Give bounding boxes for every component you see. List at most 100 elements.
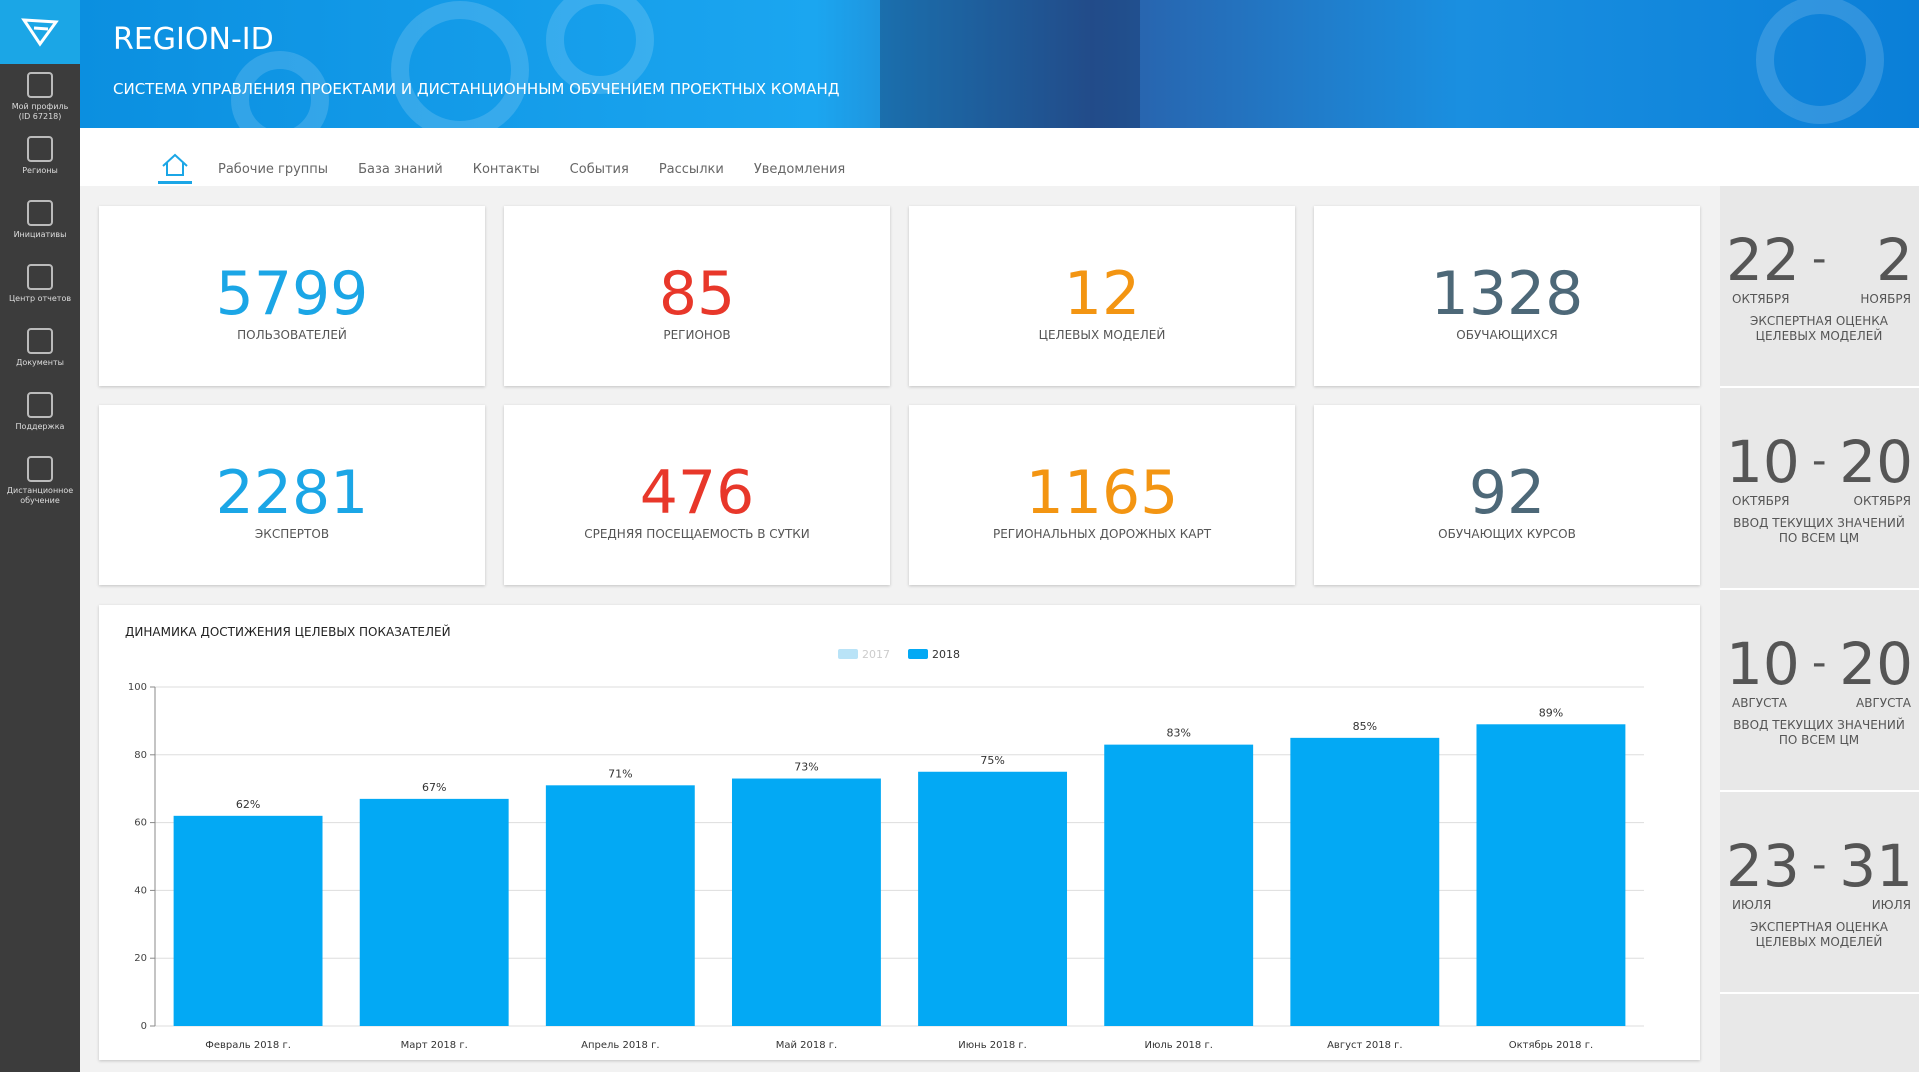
header-decor	[231, 0, 1884, 128]
data-label: 75%	[980, 754, 1004, 767]
brand: REGION-ID	[113, 22, 274, 57]
date-dash: -	[1812, 236, 1827, 282]
chart-title: ДИНАМИКА ДОСТИЖЕНИЯ ЦЕЛЕВЫХ ПОКАЗАТЕЛЕЙ	[125, 624, 451, 639]
data-label: 62%	[236, 798, 260, 811]
month-from: ОКТЯБРЯ	[1732, 292, 1790, 306]
data-label: 67%	[422, 781, 446, 794]
nav-link[interactable]: Рабочие группы	[218, 162, 329, 177]
stat-label: РЕГИОНОВ	[663, 328, 731, 342]
date-dash: -	[1812, 842, 1827, 888]
chart-panel: ДИНАМИКА ДОСТИЖЕНИЯ ЦЕЛЕВЫХ ПОКАЗАТЕЛЕЙ 2…	[99, 605, 1700, 1060]
bar	[918, 771, 1068, 1026]
sidebar-item[interactable]: Мой профиль (ID 67218)	[0, 72, 80, 122]
data-label: 73%	[794, 761, 818, 774]
nav-link[interactable]: Уведомления	[753, 162, 846, 177]
stat-label: РЕГИОНАЛЬНЫХ ДОРОЖНЫХ КАРТ	[992, 527, 1212, 541]
stat-label: СРЕДНЯЯ ПОСЕЩАЕМОСТЬ В СУТКИ	[584, 527, 810, 541]
stat-card: 85 РЕГИОНОВ	[504, 206, 890, 386]
x-tick-label: Май 2018 г.	[776, 1040, 838, 1051]
month-from: ИЮЛЯ	[1732, 898, 1772, 912]
legend-label: 2017	[862, 648, 890, 661]
sidebar-label: Документы	[16, 358, 64, 367]
stat-card: 476 СРЕДНЯЯ ПОСЕЩАЕМОСТЬ В СУТКИ	[504, 405, 890, 585]
sidebar-item[interactable]: Документы	[0, 328, 80, 368]
bar	[359, 798, 509, 1026]
header: REGION-ID СИСТЕМА УПРАВЛЕНИЯ ПРОЕКТАМИ И…	[80, 0, 1919, 128]
x-tick-label: Март 2018 г.	[401, 1040, 468, 1051]
x-tick-label: Июль 2018 г.	[1144, 1040, 1212, 1051]
bar	[1476, 724, 1626, 1026]
subtitle: СИСТЕМА УПРАВЛЕНИЯ ПРОЕКТАМИ И ДИСТАНЦИО…	[113, 80, 840, 98]
stat-label: ЭКСПЕРТОВ	[254, 527, 330, 541]
stat-value: 1165	[1025, 458, 1179, 528]
stat-value: 1328	[1430, 259, 1584, 329]
date-to: 20	[1839, 630, 1913, 698]
stat-value: 12	[1063, 259, 1141, 329]
bar	[1104, 744, 1254, 1026]
sidebar-item[interactable]: Поддержка	[0, 392, 80, 432]
bar	[1290, 737, 1440, 1026]
schedule-item: 23-31 ИЮЛЯ ИЮЛЯ ЭКСПЕРТНАЯ ОЦЕНКА ЦЕЛЕВЫХ М…	[1720, 792, 1919, 994]
chart: ДИНАМИКА ДОСТИЖЕНИЯ ЦЕЛЕВЫХ ПОКАЗАТЕЛЕЙ 2…	[125, 624, 1644, 1051]
sidebar-label: Мой профиль	[11, 102, 69, 111]
sidebar-label: Дистанционное обучение	[6, 486, 74, 505]
nav-link[interactable]: Рассылки	[658, 162, 724, 177]
data-label: 85%	[1353, 720, 1377, 733]
schedule-label: ВВОД ТЕКУЩИХ ЗНАЧЕНИЙ ПО ВСЕМ ЦМ	[1733, 718, 1905, 747]
sidebar-label: Центр отчетов	[8, 294, 72, 303]
stat-card: 92 ОБУЧАЮЩИХ КУРСОВ	[1314, 405, 1700, 585]
data-label: 83%	[1166, 727, 1190, 740]
month-from: ОКТЯБРЯ	[1732, 494, 1790, 508]
schedule-label: ВВОД ТЕКУЩИХ ЗНАЧЕНИЙ ПО ВСЕМ ЦМ	[1733, 516, 1905, 545]
nav-link[interactable]: База знаний	[358, 162, 443, 177]
date-from: 10	[1726, 428, 1800, 496]
date-from: 10	[1726, 630, 1800, 698]
sidebar-icon	[27, 72, 53, 98]
stat-card: 1165 РЕГИОНАЛЬНЫХ ДОРОЖНЫХ КАРТ	[909, 405, 1295, 585]
stat-label: ЦЕЛЕВЫХ МОДЕЛЕЙ	[1038, 328, 1166, 342]
sidebar-icon	[27, 136, 53, 162]
bar	[731, 778, 881, 1026]
sidebar-label: Регионы	[22, 166, 58, 175]
stat-value: 92	[1468, 458, 1546, 528]
logo-icon	[21, 18, 59, 47]
sidebar	[0, 0, 80, 1072]
y-tick-label: 40	[134, 885, 147, 896]
x-tick-label: Август 2018 г.	[1327, 1040, 1402, 1051]
sidebar-item[interactable]: Инициативы	[0, 200, 80, 240]
date-dash: -	[1812, 438, 1827, 484]
sidebar-item[interactable]: Дистанционное обучение	[0, 456, 80, 506]
sidebar-item[interactable]: Центр отчетов	[0, 264, 80, 304]
x-tick-label: Февраль 2018 г.	[205, 1040, 291, 1051]
sidebar-item[interactable]: Регионы	[0, 136, 80, 176]
month-to: АВГУСТА	[1856, 696, 1911, 710]
nav-link[interactable]: События	[569, 162, 629, 177]
sidebar-sublabel: (ID 67218)	[18, 112, 62, 121]
y-tick-label: 100	[128, 682, 147, 693]
schedule-label: ЭКСПЕРТНАЯ ОЦЕНКА ЦЕЛЕВЫХ МОДЕЛЕЙ	[1750, 314, 1888, 343]
stat-value: 476	[639, 458, 755, 528]
bar	[173, 815, 323, 1026]
logo[interactable]	[0, 0, 80, 64]
sidebar-icon	[27, 328, 53, 354]
sidebar-icon	[27, 392, 53, 418]
stat-card: 12 ЦЕЛЕВЫХ МОДЕЛЕЙ	[909, 206, 1295, 386]
stat-card: 2281 ЭКСПЕРТОВ	[99, 405, 485, 585]
sidebar-icon	[27, 264, 53, 290]
month-to: ОКТЯБРЯ	[1853, 494, 1911, 508]
legend-label: 2018	[932, 648, 960, 661]
x-tick-label: Июнь 2018 г.	[958, 1040, 1027, 1051]
stat-label: ПОЛЬЗОВАТЕЛЕЙ	[237, 328, 347, 342]
month-from: АВГУСТА	[1732, 696, 1787, 710]
schedule-panel: 22-2 ОКТЯБРЯ НОЯБРЯ ЭКСПЕРТНАЯ ОЦЕНКА ЦЕЛЕВ…	[1720, 186, 1919, 1072]
date-to: 31	[1839, 832, 1913, 900]
home-tab[interactable]	[158, 150, 192, 184]
date-dash: -	[1812, 640, 1827, 686]
nav-link[interactable]: Контакты	[472, 162, 540, 177]
schedule-label: ЭКСПЕРТНАЯ ОЦЕНКА ЦЕЛЕВЫХ МОДЕЛЕЙ	[1750, 920, 1888, 949]
sidebar-icon	[27, 200, 53, 226]
stat-card: 1328 ОБУЧАЮЩИХСЯ	[1314, 206, 1700, 386]
schedule-item: 22- 2 ОКТЯБРЯ НОЯБРЯ ЭКСПЕРТНАЯ ОЦЕНКА ЦЕЛЕВ…	[1720, 186, 1919, 388]
stat-label: ОБУЧАЮЩИХСЯ	[1456, 328, 1558, 342]
